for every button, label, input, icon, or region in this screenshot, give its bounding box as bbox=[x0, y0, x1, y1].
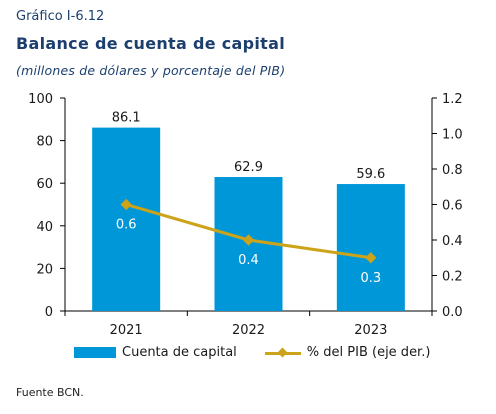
y-left-tick-label: 100 bbox=[28, 92, 53, 107]
y-left-tick-label: 20 bbox=[36, 262, 53, 277]
chart-legend: Cuenta de capital % del PIB (eje der.) bbox=[74, 345, 458, 360]
line-value-label: 0.3 bbox=[360, 271, 381, 286]
y-right-tick-label: 0.4 bbox=[442, 234, 463, 249]
bar-value-label: 62.9 bbox=[234, 160, 263, 175]
line-point-2023 bbox=[365, 252, 377, 264]
y-right-tick-label: 0.2 bbox=[442, 270, 463, 285]
chart-title: Balance de cuenta de capital bbox=[16, 34, 286, 53]
figure-number: Gráfico I-6.12 bbox=[16, 9, 105, 24]
y-left-tick-label: 60 bbox=[36, 177, 53, 192]
line-value-label: 0.4 bbox=[238, 253, 259, 268]
legend-line-label: % del PIB (eje der.) bbox=[306, 345, 431, 360]
legend-item-bar: Cuenta de capital bbox=[74, 345, 237, 360]
x-tick-label: 2021 bbox=[110, 323, 143, 338]
line-point-2022 bbox=[242, 234, 255, 246]
y-right-tick-label: 0.8 bbox=[442, 163, 463, 178]
legend-bar-swatch bbox=[74, 347, 116, 358]
x-tick-label: 2023 bbox=[354, 323, 387, 338]
x-tick-label: 2022 bbox=[232, 323, 265, 338]
legend-bar-label: Cuenta de capital bbox=[122, 345, 237, 360]
y-right-tick-label: 1.2 bbox=[442, 92, 463, 107]
source-note: Fuente BCN. bbox=[16, 386, 84, 399]
legend-item-line: % del PIB (eje der.) bbox=[264, 345, 431, 360]
y-left-tick-label: 40 bbox=[36, 220, 53, 235]
bar-value-label: 86.1 bbox=[112, 111, 141, 126]
y-right-tick-label: 0.6 bbox=[442, 199, 463, 214]
y-right-tick-label: 0.0 bbox=[442, 305, 463, 320]
y-right-tick-label: 1.0 bbox=[442, 128, 463, 143]
legend-line-swatch bbox=[264, 348, 301, 358]
bar-2021 bbox=[92, 127, 161, 312]
y-left-tick-label: 0 bbox=[45, 305, 53, 320]
bar-value-label: 59.6 bbox=[356, 167, 385, 182]
y-left-tick-label: 80 bbox=[36, 135, 53, 150]
chart-subtitle: (millones de dólares y porcentaje del PI… bbox=[16, 63, 286, 78]
line-value-label: 0.6 bbox=[116, 218, 137, 233]
bar-2023 bbox=[336, 184, 405, 311]
